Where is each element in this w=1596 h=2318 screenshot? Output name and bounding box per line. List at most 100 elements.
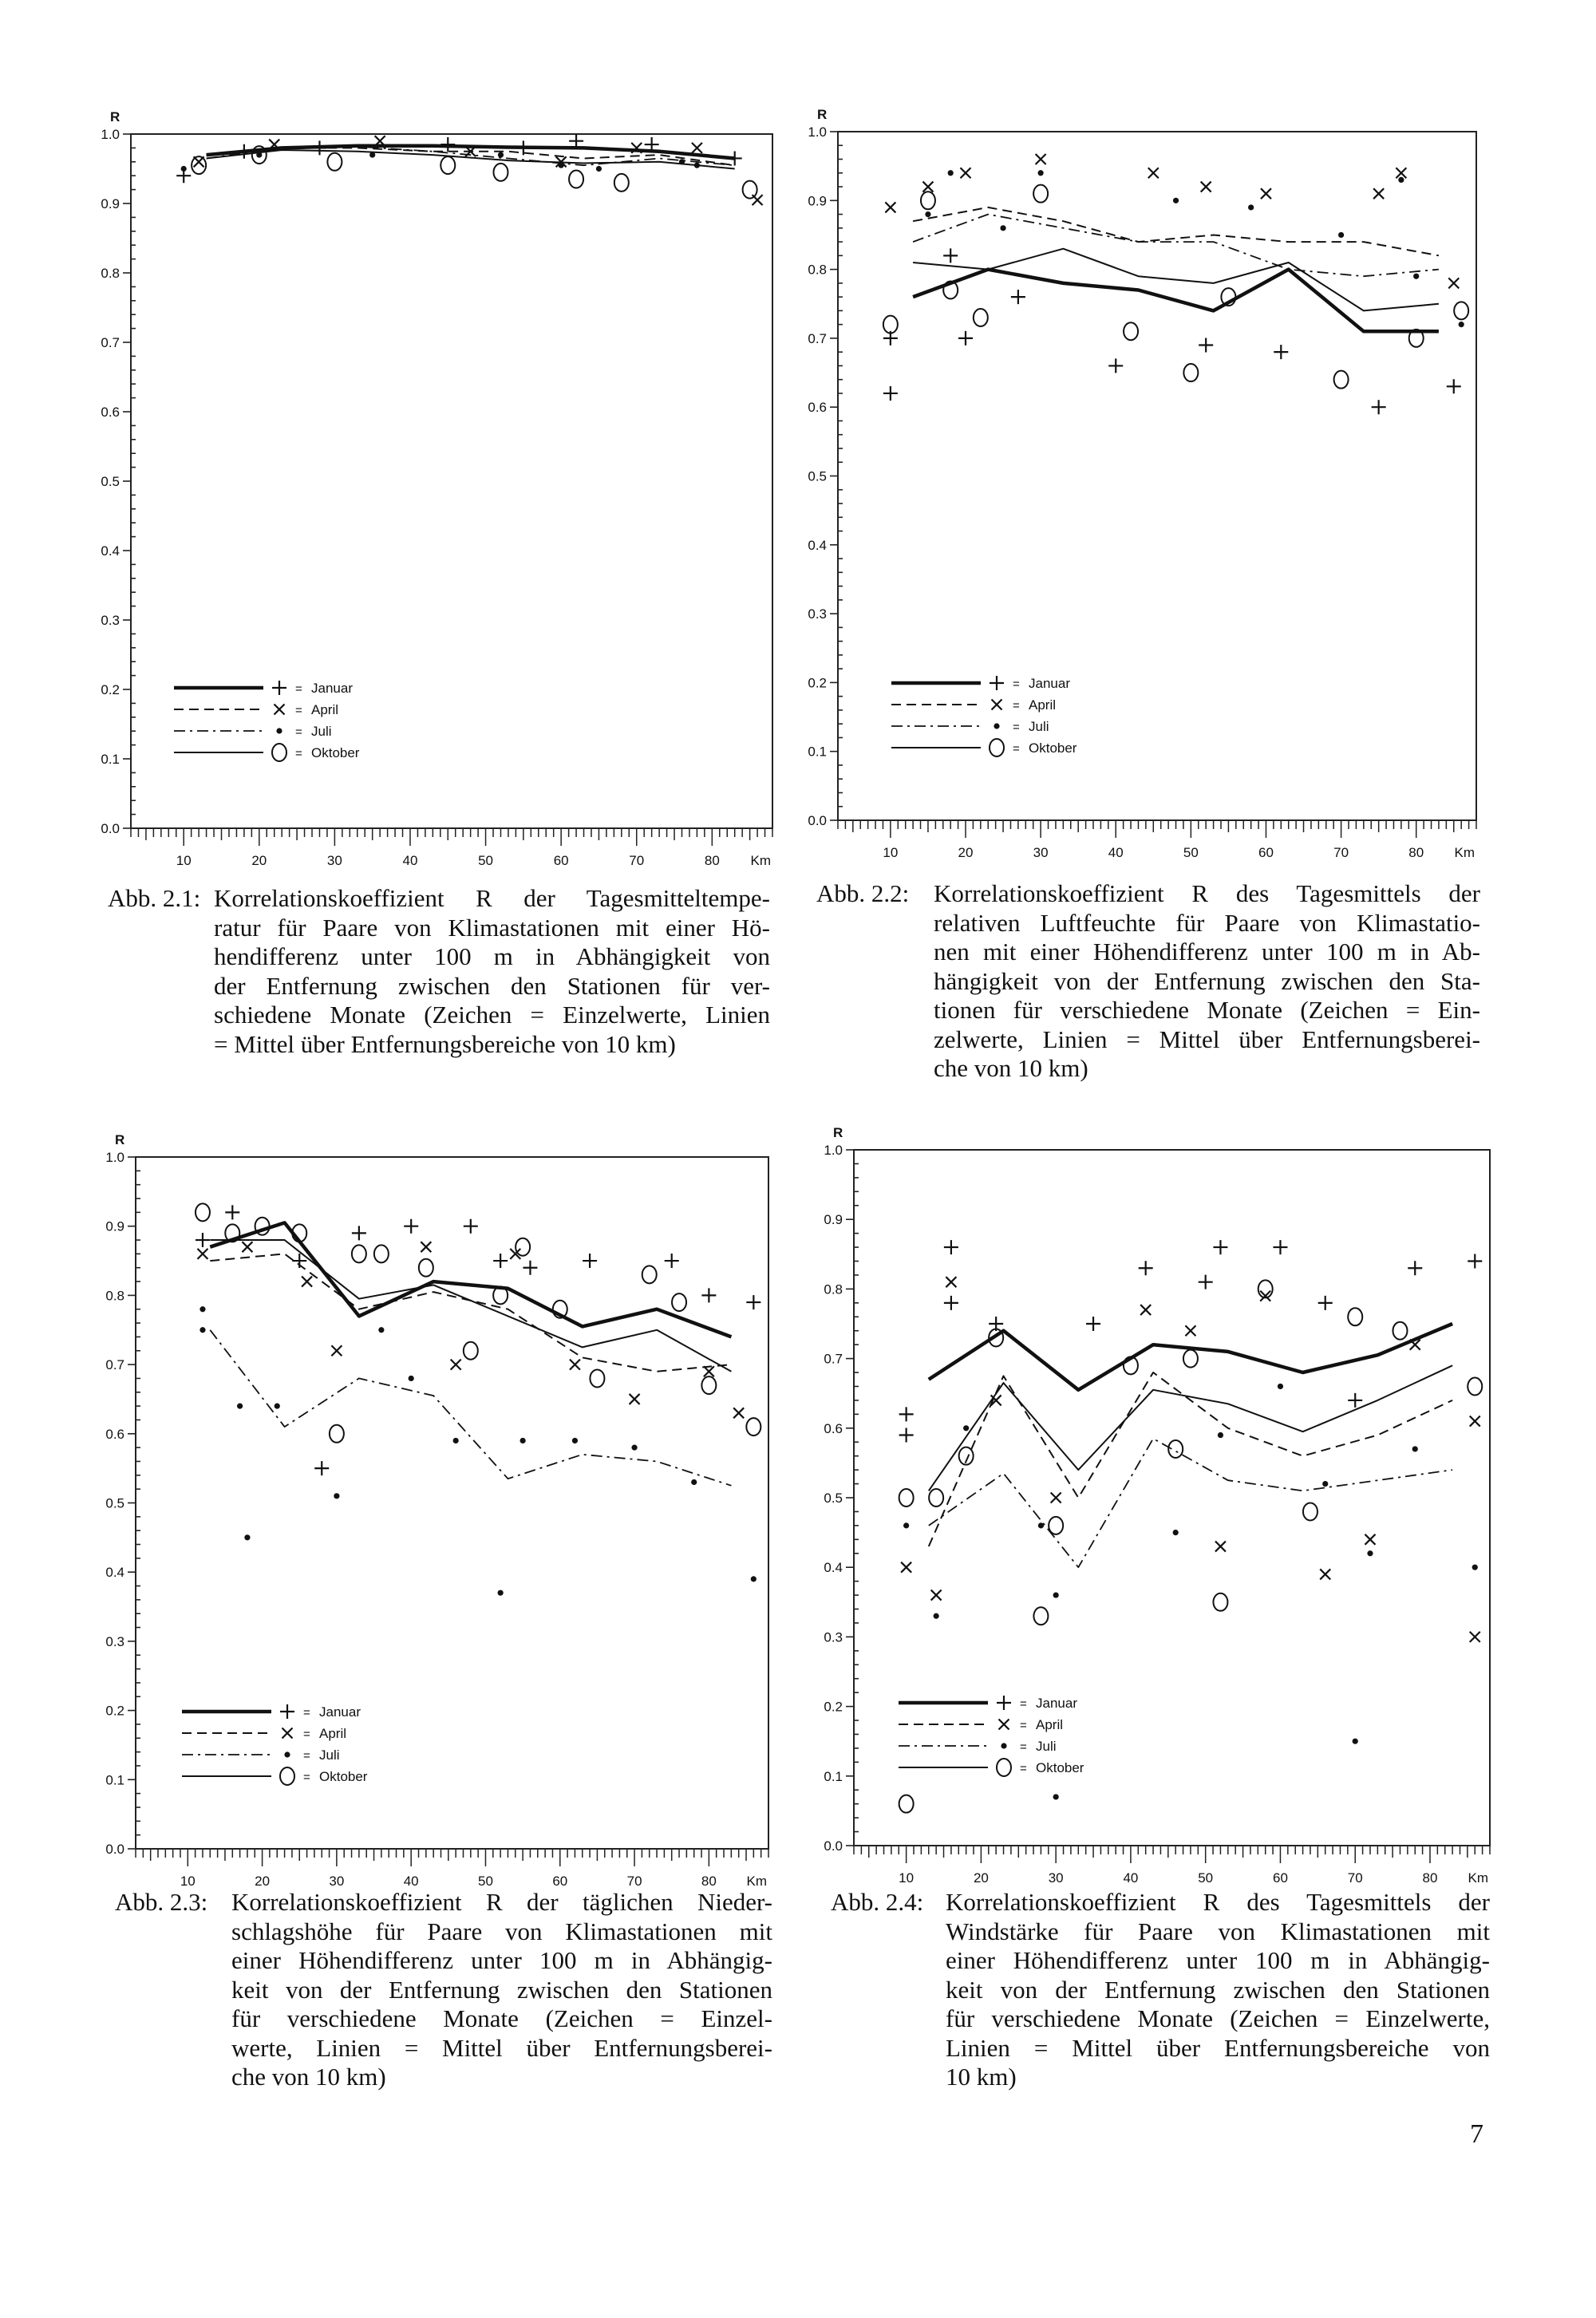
legend-label-april: April: [1029, 697, 1056, 713]
data-point-april-cross-marker: [922, 180, 934, 193]
series-line-januar: [209, 1221, 733, 1339]
data-point-januar-plus-marker: [1408, 1261, 1423, 1276]
data-point-april-cross-marker: [630, 142, 643, 154]
data-point-januar-plus-marker: [1010, 290, 1025, 305]
data-point-januar-plus-marker: [569, 133, 584, 148]
x-tick-label: 60: [554, 853, 569, 868]
data-point-oktober-circle-marker: [882, 314, 899, 334]
data-point-oktober-circle-marker: [1123, 322, 1140, 342]
y-tick-label: 0.1: [808, 744, 827, 760]
data-point-oktober-circle-marker: [1333, 369, 1349, 389]
x-tick-label: 80: [701, 1874, 717, 1889]
series-line-oktober: [206, 149, 735, 170]
legend-label-januar: Januar: [1029, 676, 1070, 691]
legend-separator: =: [295, 682, 302, 696]
y-tick-label: 0.3: [824, 1629, 843, 1645]
legend-juli-dot-marker: [994, 723, 1000, 729]
series-line-juli: [912, 213, 1439, 278]
data-point-januar-plus-marker: [351, 1226, 366, 1241]
data-point-juli-dot-marker: [519, 1437, 526, 1444]
data-point-januar-plus-marker: [1371, 400, 1386, 415]
caption-text: Korrelationskoeffizient R des Tagesmitte…: [946, 1888, 1490, 2092]
data-point-oktober-circle-marker: [745, 1417, 762, 1437]
data-point-januar-plus-marker: [404, 1218, 419, 1234]
data-point-oktober-circle-marker: [373, 1244, 389, 1264]
y-tick-label: 0.2: [105, 1704, 124, 1719]
data-point-januar-plus-marker: [1199, 338, 1214, 353]
data-point-oktober-circle-marker: [1048, 1515, 1065, 1535]
data-point-juli-dot-marker: [1458, 322, 1464, 328]
legend-april-cross-marker: [998, 1718, 1010, 1731]
legend: = Januar = April = Juli = Oktober: [174, 681, 360, 762]
legend-oktober-circle-marker: [279, 1767, 295, 1786]
y-tick-label: 0.3: [808, 606, 827, 622]
data-point-oktober-circle-marker: [928, 1488, 945, 1507]
data-point-oktober-circle-marker: [1033, 184, 1049, 203]
data-point-juli-dot-marker: [1398, 176, 1404, 184]
data-point-april-cross-marker: [1319, 1568, 1331, 1581]
series-line-juli: [209, 1329, 732, 1487]
data-point-oktober-circle-marker: [1467, 1376, 1483, 1396]
data-point-april-cross-marker: [1140, 1304, 1152, 1316]
data-point-juli-dot-marker: [933, 1613, 939, 1619]
y-tick-label: 0.2: [824, 1700, 843, 1715]
data-point-januar-plus-marker: [664, 1254, 679, 1269]
x-tick-label: 80: [1423, 1870, 1438, 1886]
x-tick-label: 70: [1333, 845, 1349, 860]
y-tick-label: 0.6: [105, 1427, 124, 1442]
series-line-juli: [206, 145, 735, 167]
data-point-juli-dot-marker: [200, 1327, 206, 1333]
data-point-april-cross-marker: [1395, 167, 1408, 180]
data-point-oktober-circle-marker: [1182, 1349, 1199, 1368]
data-point-oktober-circle-marker: [1453, 301, 1470, 321]
y-tick-label: 0.7: [824, 1352, 843, 1367]
y-tick-label: 0.8: [808, 263, 827, 278]
y-tick-label: 0.2: [101, 682, 120, 697]
data-point-juli-dot-marker: [378, 1327, 385, 1333]
legend-separator: =: [1013, 742, 1020, 756]
caption-line: Windstärke für Paare von Klimastationen …: [946, 1917, 1490, 1945]
data-point-januar-plus-marker: [440, 137, 456, 152]
y-tick-label: 1.0: [101, 127, 120, 142]
data-point-oktober-circle-marker: [492, 1285, 509, 1305]
legend-label-april: April: [311, 702, 338, 717]
data-point-oktober-circle-marker: [641, 1265, 658, 1285]
data-point-juli-dot-marker: [334, 1493, 340, 1499]
data-point-oktober-circle-marker: [701, 1376, 717, 1396]
data-point-januar-plus-marker: [943, 1240, 958, 1255]
x-tick-label: 60: [552, 1874, 567, 1889]
x-tick-label: 70: [1348, 1870, 1363, 1886]
data-point-oktober-circle-marker: [440, 156, 456, 176]
x-tick-label: 30: [1049, 1870, 1064, 1886]
data-point-april-cross-marker: [1259, 1289, 1271, 1302]
y-tick-label: 0.5: [808, 469, 827, 484]
x-tick-label: 10: [899, 1870, 914, 1886]
data-point-juli-dot-marker: [925, 211, 931, 218]
y-tick-label: 1.0: [105, 1150, 124, 1165]
data-point-januar-plus-marker: [727, 151, 742, 166]
y-tick-label: 0.3: [101, 613, 120, 628]
data-point-oktober-circle-marker: [326, 152, 343, 172]
data-point-januar-plus-marker: [644, 137, 659, 152]
legend-oktober-circle-marker: [996, 1758, 1012, 1777]
data-point-oktober-circle-marker: [1302, 1502, 1318, 1522]
legend: = Januar = April = Juli = Oktober: [182, 1704, 368, 1786]
x-tick-label: 30: [329, 1874, 344, 1889]
y-tick-label: 0.9: [824, 1212, 843, 1227]
data-point-april-cross-marker: [1468, 1631, 1481, 1643]
y-tick-label: 0.7: [101, 335, 120, 350]
data-point-januar-plus-marker: [195, 1233, 210, 1248]
y-tick-label: 1.0: [824, 1143, 843, 1158]
data-point-juli-dot-marker: [1367, 1550, 1373, 1557]
data-point-juli-dot-marker: [1352, 1738, 1358, 1744]
data-point-juli-dot-marker: [369, 152, 376, 158]
legend-separator: =: [303, 1706, 310, 1720]
legend-label-april: April: [319, 1726, 346, 1741]
data-point-oktober-circle-marker: [254, 1216, 271, 1236]
data-point-oktober-circle-marker: [1220, 287, 1237, 307]
data-point-januar-plus-marker: [493, 1254, 508, 1269]
data-point-april-cross-marker: [569, 1358, 581, 1371]
series-line-januar: [927, 1321, 1453, 1392]
legend-separator: =: [303, 1771, 310, 1784]
